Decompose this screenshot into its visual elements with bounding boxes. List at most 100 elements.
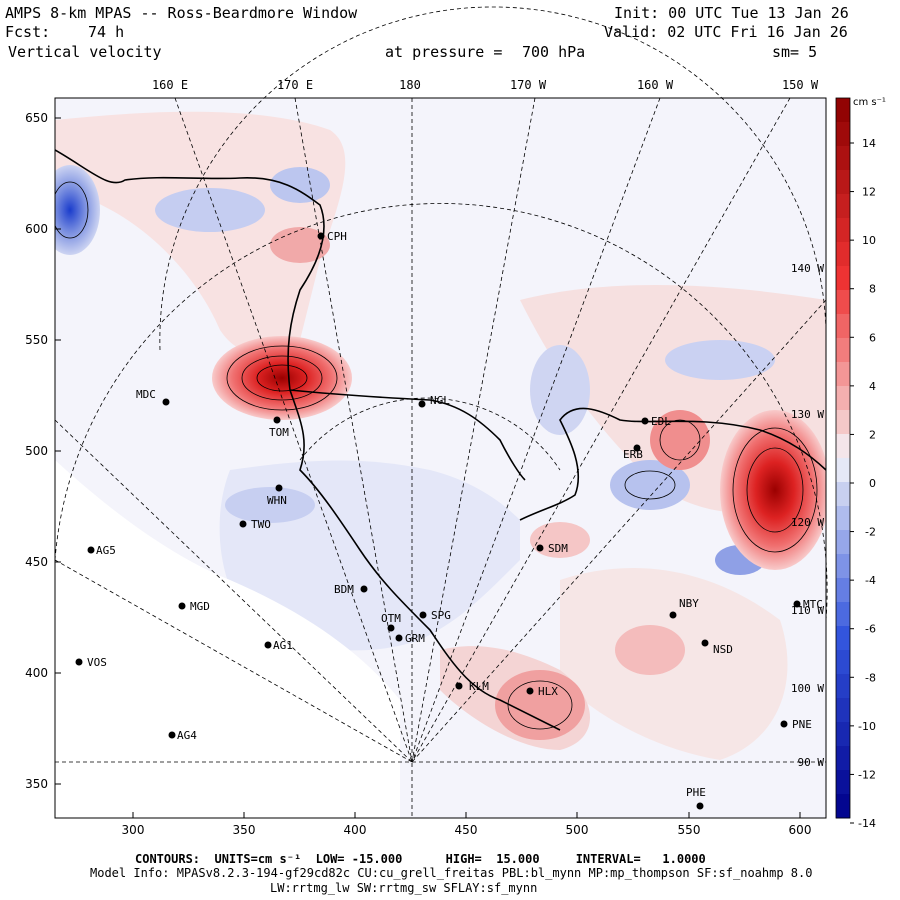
forecast-label: Fcst: <box>5 23 51 41</box>
station-label: BDM <box>334 583 354 596</box>
colorbar-band <box>836 602 850 627</box>
station-label: NGL <box>430 394 450 407</box>
station-marker <box>780 720 788 728</box>
station-marker <box>419 611 427 619</box>
colorbar-band <box>836 746 850 771</box>
colorbar-frame <box>835 97 851 819</box>
graticule <box>54 6 828 818</box>
physics-info: LW:rrtmg_lw SW:rrtmg_sw SFLAY:sf_mynn <box>270 881 538 895</box>
station-marker <box>360 585 368 593</box>
station-label: PNE <box>792 718 812 731</box>
x-tick-label: 550 <box>678 823 701 837</box>
blue-patch-ridge <box>530 345 590 435</box>
pressure-level: 700 hPa <box>522 43 586 61</box>
red-core-transantarctic <box>212 336 352 420</box>
model-info: Model Info: MPASv8.2.3-194-gf29cd82c CU:… <box>90 866 813 880</box>
station-marker <box>239 520 247 528</box>
station-label: OTM <box>381 612 401 625</box>
station-label: MGD <box>190 600 210 613</box>
colorbar-band <box>836 266 850 291</box>
station-marker <box>178 602 186 610</box>
colorbar-band <box>836 290 850 315</box>
colorbar-band <box>836 506 850 531</box>
colorbar-tick-label: -12 <box>858 768 876 781</box>
colorbar-band <box>836 218 850 243</box>
y-tick-label: 500 <box>25 444 48 458</box>
station-marker <box>696 802 704 810</box>
colorbar-band <box>836 314 850 339</box>
colorbar-band <box>836 698 850 723</box>
colorbar-band <box>836 170 850 195</box>
blue-patch-northeast <box>665 340 775 380</box>
lon-label: 180 <box>399 78 421 92</box>
colorbar-band <box>836 650 850 675</box>
station-marker <box>162 398 170 406</box>
station-marker <box>641 417 649 425</box>
station-label: AG1 <box>273 639 293 652</box>
colorbar-band <box>836 98 850 123</box>
colorbar-band <box>836 794 850 819</box>
station-label: CPH <box>327 230 347 243</box>
contour-info: CONTOURS: UNITS=cm s⁻¹ LOW= -15.000 HIGH… <box>135 852 706 866</box>
blue-core-northwest <box>55 165 100 255</box>
colorbar-band <box>836 530 850 555</box>
station-marker <box>633 444 641 452</box>
station-label: AG5 <box>96 544 116 557</box>
station-label: MTC <box>803 598 823 611</box>
colorbar-band <box>836 626 850 651</box>
colorbar-tick-label: 8 <box>869 283 876 296</box>
y-tick-label: 650 <box>25 111 48 125</box>
colorbar-band <box>836 578 850 603</box>
forecast-hour: 74 h <box>88 23 125 41</box>
colorbar-band <box>836 554 850 579</box>
colorbar-units: cm s⁻¹ <box>853 97 886 108</box>
colorbar-tick-label: 14 <box>862 137 876 150</box>
station-label: TWO <box>251 518 271 531</box>
lon-label: 160 E <box>152 78 188 92</box>
y-tick-label: 600 <box>25 222 48 236</box>
colorbar-tick-label: -6 <box>865 623 876 636</box>
blue-patch-north <box>155 188 265 232</box>
x-tick-label: 350 <box>233 823 256 837</box>
station-label: GRM <box>405 632 425 645</box>
station-label: PHE <box>686 786 706 799</box>
station-marker <box>75 658 83 666</box>
station-marker <box>418 400 426 408</box>
station-label: ERB <box>623 448 643 461</box>
station-label: VOS <box>87 656 107 669</box>
station-label: EDL <box>651 415 671 428</box>
station-marker <box>387 624 395 632</box>
station-label: NSD <box>713 643 733 656</box>
station-marker <box>395 634 403 642</box>
station-label: KLM <box>469 680 489 693</box>
colorbar: cm s⁻¹ 14 12 10 8 6 4 2 0 -2 -4 -6 -8 -10 -12 -14 <box>835 97 886 830</box>
pink-field-north <box>55 111 346 354</box>
lon-label: 160 W <box>637 78 674 92</box>
y-tick-label: 350 <box>25 777 48 791</box>
x-tick-label: 450 <box>455 823 478 837</box>
stations: CPH MDC NGL TOM WHN TWO AG5 BDM MGD OTM SPG GRM AG1 V… <box>75 230 823 810</box>
pressure-label: at pressure = <box>385 43 503 61</box>
station-label: SDM <box>548 542 568 555</box>
colorbar-band <box>836 458 850 483</box>
lon-label-right: 140 W <box>791 262 824 275</box>
red-patch-north <box>270 227 330 263</box>
colorbar-tick-label: 0 <box>869 477 876 490</box>
init-time: Init: 00 UTC Tue 13 Jan 26 <box>614 4 849 22</box>
station-marker <box>168 731 176 739</box>
lon-label-right: 130 W <box>791 408 824 421</box>
y-tick-label: 450 <box>25 555 48 569</box>
colorbar-band <box>836 410 850 435</box>
map-title: AMPS 8-km MPAS -- Ross-Beardmore Window <box>5 4 358 22</box>
field-name: Vertical velocity <box>8 43 162 61</box>
red-patch-sdm <box>530 522 590 558</box>
colorbar-band <box>836 122 850 147</box>
colorbar-tick-label: -2 <box>865 526 876 539</box>
colorbar-band <box>836 674 850 699</box>
colorbar-tick-label: 4 <box>869 380 876 393</box>
undefined-region <box>55 460 400 818</box>
blue-patch-center <box>225 487 315 523</box>
lon-label: 150 W <box>782 78 819 92</box>
map-field <box>55 98 826 818</box>
